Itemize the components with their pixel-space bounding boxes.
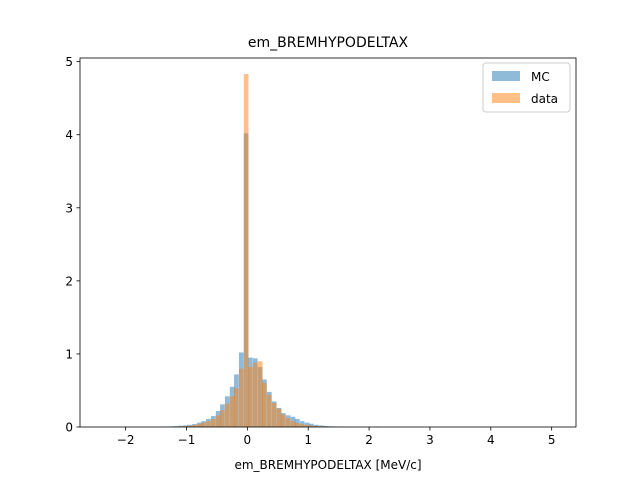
bar-data-6 (201, 423, 206, 427)
bar-data-20 (267, 395, 272, 427)
x-axis-label: em_BREMHYPODELTAX [MeV/c] (234, 458, 421, 472)
bar-data-14 (239, 369, 244, 427)
bar-data-18 (258, 361, 263, 427)
x-tick-label: 3 (426, 433, 434, 447)
legend-swatch-data (492, 93, 520, 103)
y-tick-label: 3 (65, 201, 73, 215)
bar-data-22 (277, 409, 282, 427)
x-tick-label: −2 (117, 433, 135, 447)
bar-data-21 (272, 403, 277, 427)
bar-data-24 (286, 418, 291, 427)
bar-data-17 (253, 363, 258, 427)
bar-data-12 (230, 396, 235, 427)
bar-data-16 (248, 367, 253, 427)
y-tick-label: 5 (65, 55, 73, 69)
x-tick-label: 1 (304, 433, 312, 447)
bar-data-26 (295, 423, 300, 427)
bar-data-11 (225, 404, 230, 427)
y-tick-label: 1 (65, 347, 73, 361)
bar-data-10 (220, 410, 225, 427)
x-tick-label: 0 (244, 433, 252, 447)
legend: MC data (483, 63, 570, 112)
y-tick-label: 4 (65, 128, 73, 142)
legend-label-data: data (531, 92, 558, 106)
bar-data-13 (234, 388, 239, 427)
bar-data-23 (281, 415, 286, 427)
bar-data-25 (291, 421, 296, 427)
chart-title: em_BREMHYPODELTAX (248, 35, 409, 51)
bar-data-8 (211, 419, 216, 427)
x-tick-label: 5 (548, 433, 556, 447)
bar-data-15 (244, 74, 249, 427)
x-tick-label: −1 (178, 433, 196, 447)
bar-data-27 (300, 424, 305, 427)
x-tick-label: 2 (365, 433, 373, 447)
bar-data-19 (262, 383, 267, 427)
bar-data-5 (197, 424, 202, 427)
x-tick-label: 4 (487, 433, 495, 447)
y-tick-label: 2 (65, 274, 73, 288)
y-tick-label: 0 (65, 421, 73, 435)
bar-data-7 (206, 421, 211, 427)
legend-label-MC: MC (531, 70, 550, 84)
legend-swatch-MC (492, 71, 520, 81)
bar-data-9 (216, 415, 221, 427)
